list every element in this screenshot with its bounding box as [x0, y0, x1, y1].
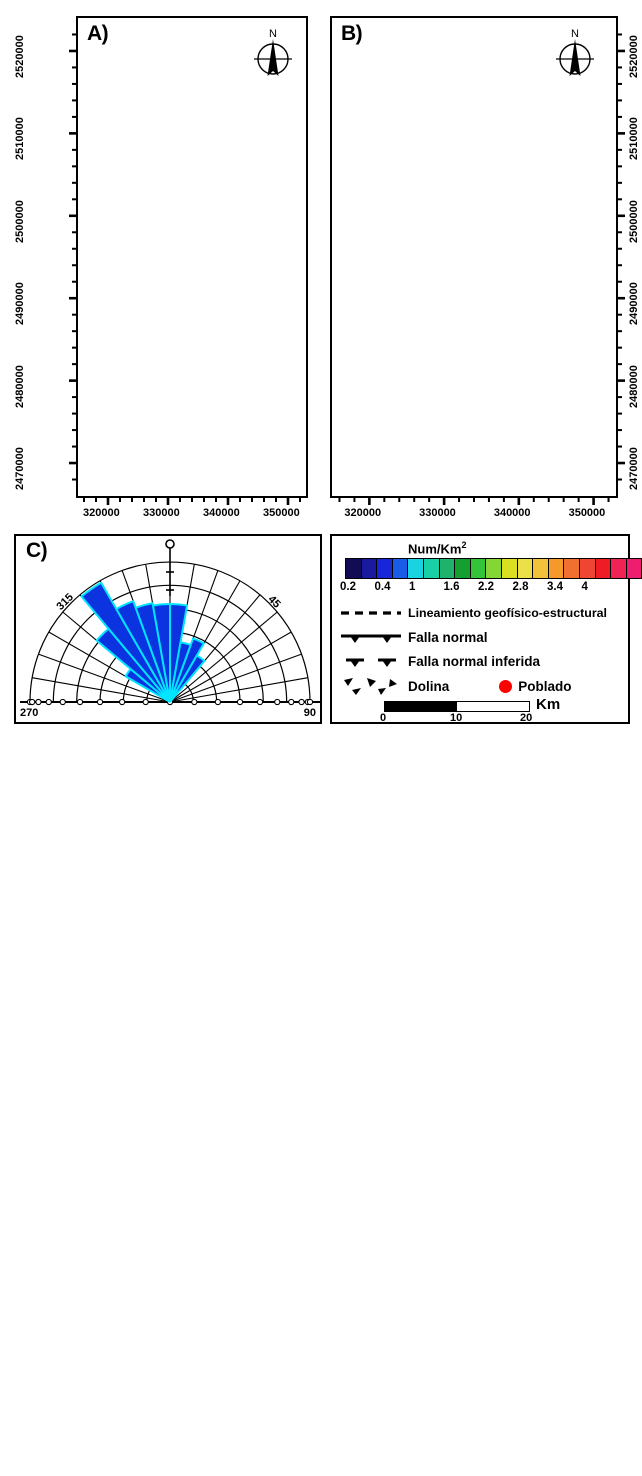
- legend-label-falla-inferida: Falla normal inferida: [408, 654, 540, 669]
- y-axis-tick-label-left: 2500000: [14, 200, 26, 243]
- scale-bar-tick-label: 20: [520, 712, 532, 724]
- y-axis-tick-label-left: 2510000: [14, 118, 26, 161]
- colorbar-tick-label: 0.2: [340, 581, 356, 593]
- colorbar-swatch: [580, 559, 596, 578]
- y-axis-tick-label-right: 2490000: [628, 282, 640, 325]
- panel-a-artwork: [78, 18, 306, 496]
- colorbar-swatch: [502, 559, 518, 578]
- y-axis-tick-label-left: 2520000: [14, 35, 26, 78]
- dashed-line-icon: [340, 607, 402, 619]
- colorbar-swatch: [596, 559, 612, 578]
- y-axis-tick-label-right: 2470000: [628, 447, 640, 490]
- x-axis-tick-label: 330000: [143, 507, 180, 519]
- colorbar-tick-label: 3.4: [547, 581, 563, 593]
- colorbar-title: Num/Km2: [408, 540, 466, 556]
- legend-label-poblado: Poblado: [518, 679, 571, 694]
- scale-bar-unit: Km: [536, 696, 560, 713]
- poblado-dot-icon: [499, 680, 512, 693]
- rose-label-90: 90: [304, 707, 316, 719]
- colorbar-swatch: [549, 559, 565, 578]
- y-axis-tick-label-left: 2480000: [14, 365, 26, 408]
- x-axis-tick-label: 350000: [263, 507, 300, 519]
- colorbar-swatch: [564, 559, 580, 578]
- legend-row-dolina: Dolina Poblado: [340, 676, 572, 696]
- colorbar-swatch: [471, 559, 487, 578]
- colorbar-tick-label: 1.6: [444, 581, 460, 593]
- legend-row-falla-normal: Falla normal: [340, 630, 488, 645]
- colorbar-tick-label: 0.4: [375, 581, 391, 593]
- colorbar-swatch: [377, 559, 393, 578]
- x-axis-tick-label: 330000: [419, 507, 456, 519]
- panel-c-label: C): [26, 539, 47, 563]
- rose-chart: [16, 536, 320, 722]
- rose-label-270: 270: [20, 707, 38, 719]
- y-axis-tick-label-right: 2520000: [628, 35, 640, 78]
- colorbar-title-text: Num/Km: [408, 541, 461, 556]
- y-axis-tick-label-right: 2500000: [628, 200, 640, 243]
- x-axis-tick-label: 320000: [344, 507, 381, 519]
- colorbar-swatch: [486, 559, 502, 578]
- colorbar-swatch: [611, 559, 627, 578]
- colorbar-tick-label: 1: [409, 581, 415, 593]
- y-axis-tick-label-left: 2470000: [14, 447, 26, 490]
- colorbar-swatch: [533, 559, 549, 578]
- colorbar-tick-label: 2.2: [478, 581, 494, 593]
- figure-root: A) N B) N La TaponaSierra del PeyoteEl P…: [0, 0, 642, 738]
- colorbar-tick-label: 4: [582, 581, 588, 593]
- normal-fault-icon: [340, 631, 402, 645]
- scale-bar: [384, 701, 530, 712]
- inferred-normal-fault-icon: [340, 655, 402, 669]
- scale-bar-tick-label: 0: [380, 712, 386, 724]
- colorbar-swatch: [362, 559, 378, 578]
- colorbar-swatch: [627, 559, 642, 578]
- legend-row-lineamiento: Lineamiento geofísico-estructural: [340, 606, 607, 620]
- x-axis-tick-label: 350000: [569, 507, 606, 519]
- colorbar: [345, 558, 642, 579]
- legend-row-falla-inferida: Falla normal inferida: [340, 654, 540, 669]
- svg-text:N: N: [269, 28, 277, 40]
- colorbar-swatch: [424, 559, 440, 578]
- north-arrow-a: N: [250, 26, 296, 84]
- panel-b-label: B): [341, 22, 362, 46]
- colorbar-tick-label: 2.8: [513, 581, 529, 593]
- legend-label-falla-normal: Falla normal: [408, 630, 488, 645]
- panel-a-label: A): [87, 22, 108, 46]
- panel-b-map: B) N La TaponaSierra del PeyoteEl Peyote…: [330, 16, 618, 498]
- colorbar-swatch: [455, 559, 471, 578]
- panel-b-artwork: [332, 18, 616, 496]
- dolina-icon: [340, 676, 402, 696]
- panel-c-rose-diagram: C) 270 90 315 45: [14, 534, 322, 724]
- x-axis-tick-label: 340000: [494, 507, 531, 519]
- x-axis-tick-label: 320000: [83, 507, 120, 519]
- svg-text:N: N: [571, 28, 579, 40]
- panel-a-map: A) N: [76, 16, 308, 498]
- y-axis-tick-label-right: 2510000: [628, 118, 640, 161]
- x-axis-tick-label: 340000: [203, 507, 240, 519]
- colorbar-swatch: [408, 559, 424, 578]
- colorbar-swatch: [393, 559, 409, 578]
- colorbar-swatch: [346, 559, 362, 578]
- legend-label-lineamiento: Lineamiento geofísico-estructural: [408, 606, 607, 620]
- scale-bar-tick-label: 10: [450, 712, 462, 724]
- colorbar-swatch: [440, 559, 456, 578]
- north-arrow-b: N: [552, 26, 598, 84]
- colorbar-title-exponent: 2: [461, 540, 466, 550]
- legend-label-dolina: Dolina: [408, 679, 449, 694]
- y-axis-tick-label-left: 2490000: [14, 282, 26, 325]
- y-axis-tick-label-right: 2480000: [628, 365, 640, 408]
- colorbar-swatch: [518, 559, 534, 578]
- legend-panel: Num/Km2 0.2 0.4 1 1.6 2.2 2.8 3.4 4 Lineamiento…: [330, 534, 630, 724]
